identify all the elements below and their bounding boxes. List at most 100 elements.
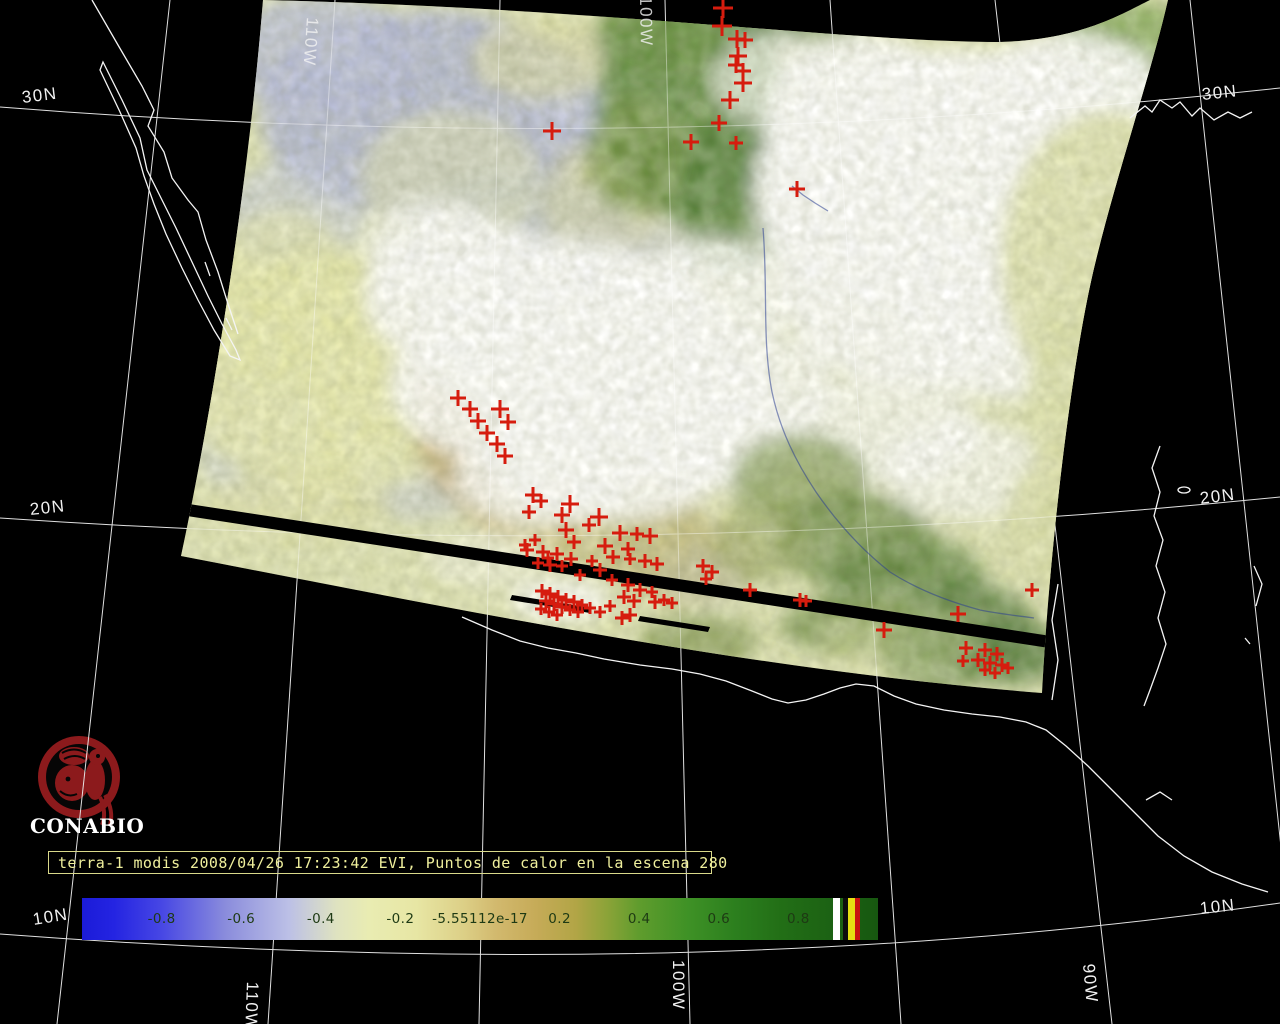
fire-hotspot-marker [696, 559, 710, 573]
belize-coast [1143, 445, 1167, 707]
logo-jaguar-mouth [59, 790, 78, 797]
baja-california [99, 60, 242, 362]
fire-hotspot-marker [584, 602, 596, 614]
fire-hotspot-marker [712, 16, 732, 36]
fire-hotspot-marker [638, 554, 652, 568]
fire-hotspot-marker [470, 413, 486, 429]
island-cuba-tip [1177, 486, 1191, 494]
fire-hotspot-marker [1002, 662, 1014, 674]
fire-hotspot-marker [543, 606, 555, 618]
fire-hotspot-marker [543, 122, 561, 140]
fire-hotspot-marker [737, 32, 753, 48]
fire-hotspot-marker [522, 505, 536, 519]
fire-hotspot-marker [556, 560, 568, 572]
fire-hotspot-marker [542, 552, 554, 564]
fire-hotspot-marker [532, 557, 544, 569]
fire-hotspot-marker [606, 550, 620, 564]
fire-hotspot-marker [535, 603, 547, 615]
graticule-label-110w: 110W [299, 16, 322, 68]
fire-hotspot-marker [876, 622, 892, 638]
fire-hotspot-marker [705, 565, 719, 579]
graticule-label-110w: 110W [241, 981, 262, 1024]
graticule-label-100w: 100W [669, 960, 688, 1011]
meridian-115w [56, 0, 171, 1024]
south-pacific-coast [461, 616, 1269, 893]
fire-hotspot-marker [734, 74, 752, 92]
fire-hotspot-marker [500, 414, 516, 430]
colorbar-tick-label: 0.6 [707, 911, 731, 927]
colorbar-tick-label: -5.55112e-17 [432, 911, 528, 927]
fire-hotspot-marker [555, 600, 569, 614]
colorbar-reserved-stripe [833, 898, 840, 940]
logo-macaw-eye [96, 754, 100, 758]
fire-hotspot-marker [597, 538, 613, 554]
fire-hotspot-marker [646, 586, 658, 598]
meridian-85w [1189, 0, 1280, 843]
evi-colorbar: -0.8 -0.6 -0.4 -0.2 -5.55112e-17 0.2 0.4 0.6 0.8 [82, 898, 878, 940]
pacific-coast [91, 0, 239, 335]
colorbar-reserved-stripe [848, 898, 855, 940]
colorbar-tick-label: -0.2 [386, 911, 415, 927]
fire-hotspot-marker [743, 583, 757, 597]
fire-hotspot-marker [535, 584, 549, 598]
fire-hotspot-marker [519, 539, 531, 551]
fire-hotspot-marker [729, 136, 743, 150]
fire-hotspot-marker [978, 643, 992, 657]
fire-hotspot-marker [534, 494, 548, 508]
fire-hotspot-marker [650, 557, 664, 571]
fire-hotspot-marker [983, 656, 997, 670]
colorbar-tick-label: 0.2 [548, 911, 571, 927]
louisiana-delta-coast [1129, 99, 1253, 121]
fire-hotspot-marker [606, 574, 618, 586]
logo-macaw-tail [98, 794, 114, 826]
fire-hotspot-marker [554, 507, 570, 523]
fire-hotspot-marker [582, 518, 596, 532]
fire-hotspot-marker [711, 115, 727, 131]
fire-hotspot-marker [700, 573, 712, 585]
fire-hotspot-marker [957, 655, 969, 667]
fire-hotspot-marker [971, 653, 985, 667]
colorbar-tick-label: 0.8 [787, 911, 810, 927]
parallel-10n [0, 902, 1280, 956]
fire-hotspot-marker [950, 606, 966, 622]
coastlines [91, 0, 1269, 893]
fire-hotspot-marker [558, 522, 574, 538]
fire-hotspot-marker [590, 508, 608, 526]
fire-hotspot-marker [450, 390, 466, 406]
inland-lake [1145, 791, 1173, 801]
fire-hotspot-marker [713, 0, 733, 18]
fire-hotspot-marker [529, 534, 541, 546]
fire-hotspot-marker [1025, 583, 1039, 597]
fire-hotspot-marker [683, 134, 699, 150]
fire-hotspot-marker [574, 569, 586, 581]
graticule-label-10n: 10N [1198, 895, 1237, 918]
logo-macaw-icon [85, 760, 105, 800]
scene-caption: terra-1 modis 2008/04/26 17:23:42 EVI, P… [48, 851, 727, 874]
logo-wordmark: CONABIO [30, 814, 144, 838]
graticule-label-100w: 100W [636, 0, 656, 47]
fire-hotspot-marker [539, 594, 553, 608]
colorbar-tick-label: -0.4 [306, 911, 335, 927]
fire-hotspot-marker [979, 664, 991, 676]
yucatan-west-coast [1051, 583, 1059, 701]
fire-hotspot-marker [633, 583, 647, 597]
colorbar-reserved-stripe [843, 898, 848, 940]
colorbar-tick-label: -0.6 [227, 911, 256, 927]
fire-hotspot-marker [564, 552, 578, 566]
fire-hotspot-marker [550, 547, 564, 561]
fire-hotspot-marker [648, 595, 662, 609]
fire-hotspot-marker [567, 595, 581, 609]
fire-hotspot-marker [729, 47, 747, 65]
fire-hotspot-marker [621, 542, 635, 556]
colorbar-reserved-stripe [855, 898, 860, 940]
fire-hotspot-marker [551, 609, 563, 621]
fire-hotspot-marker [642, 528, 658, 544]
fire-hotspot-marker [666, 597, 678, 609]
gulf-islands [204, 261, 233, 331]
caribbean-islands [1244, 565, 1263, 645]
fire-hotspot-marker [547, 597, 561, 611]
fire-hotspot-marker [621, 578, 635, 592]
